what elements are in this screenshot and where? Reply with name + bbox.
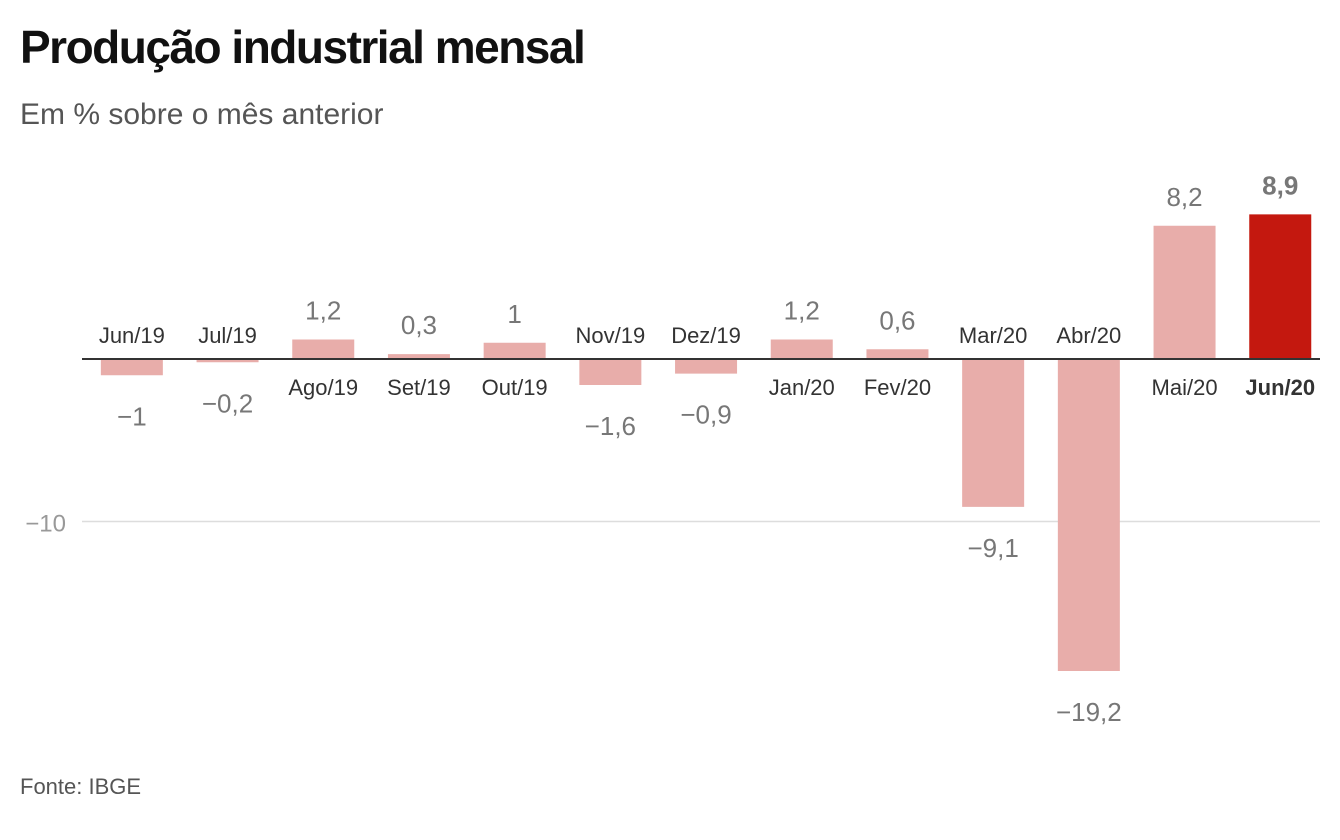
bar-mar-20 [962,359,1025,507]
category-label: Jun/20 [1245,375,1315,400]
bar-jun-20 [1249,214,1312,359]
value-label: −1 [117,401,147,431]
category-label: Fev/20 [864,375,931,400]
value-label: −1,6 [585,411,636,441]
value-label: 1,2 [784,296,820,326]
category-label: Set/19 [387,375,451,400]
category-label: Ago/19 [288,375,358,400]
chart-subtitle: Em % sobre o mês anterior [20,98,384,131]
value-label: 8,2 [1166,182,1202,212]
category-label: Mar/20 [959,323,1027,348]
bar-jan-20 [770,339,833,359]
bar-set-19 [387,354,450,359]
value-label: −9,1 [967,533,1018,563]
value-label: −0,9 [680,400,731,430]
category-label: Abr/20 [1056,323,1121,348]
category-label: Mai/20 [1152,375,1218,400]
category-label: Jun/19 [99,323,165,348]
source-note: Fonte: IBGE [20,774,142,799]
category-label: Dez/19 [671,323,741,348]
bar-nov-19 [579,359,642,385]
value-label: 0,3 [401,310,437,340]
category-label: Out/19 [482,375,548,400]
bar-fev-20 [866,349,929,359]
bar-jul-19 [196,359,259,363]
value-label: 1 [507,299,521,329]
value-label: −19,2 [1056,697,1122,727]
value-label: 0,6 [879,305,915,335]
bar-dez-19 [675,359,738,374]
category-label: Jul/19 [198,323,257,348]
y-tick-label: −10 [25,511,66,538]
bar-out-19 [483,342,546,359]
bar-jun-19 [100,359,163,376]
value-label: −0,2 [202,388,253,418]
label-layer: Jun/19 −1 Jul/19 −0,2 Ago/19 1,2 Set/19 0,3 Out/… [99,170,1315,727]
bar-ago-19 [292,339,355,359]
category-label: Nov/19 [575,323,645,348]
bar-abr-20 [1057,359,1120,671]
bar-mai-20 [1153,225,1216,359]
grid-layer: −10 [25,511,1320,538]
chart-title: Produção industrial mensal [20,21,586,73]
category-label: Jan/20 [769,375,835,400]
value-label: 8,9 [1262,170,1298,200]
bar-layer [100,214,1312,671]
value-label: 1,2 [305,296,341,326]
